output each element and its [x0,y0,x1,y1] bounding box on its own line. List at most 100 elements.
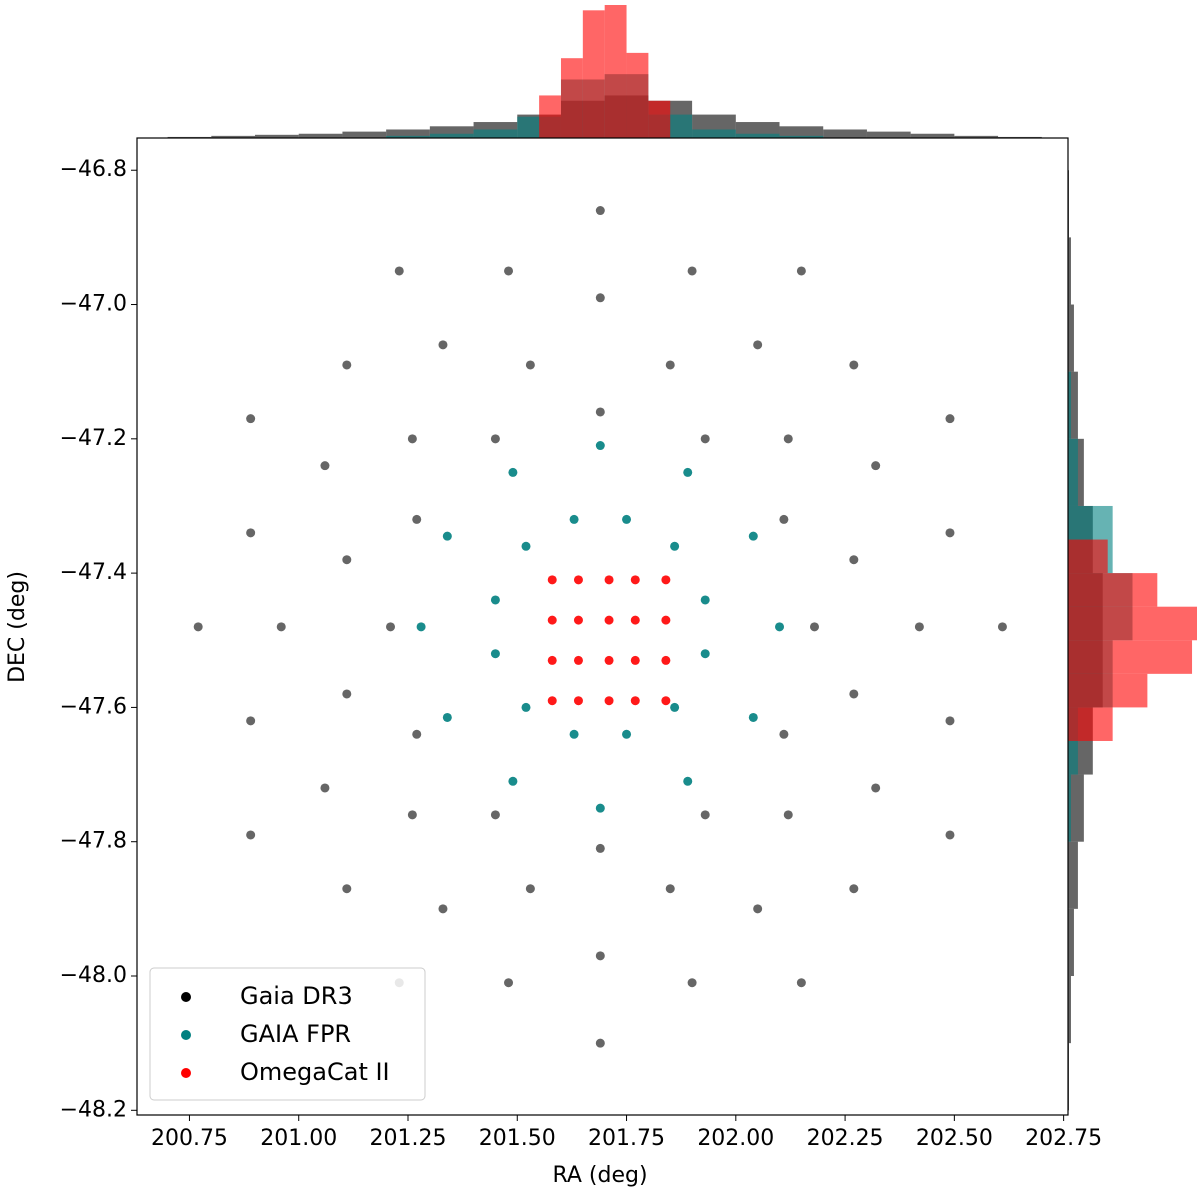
right-histogram-bar [1068,304,1074,372]
top-histogram-bar [692,129,736,138]
y-tick-label: −46.8 [60,157,127,182]
data-point [779,729,789,739]
data-point [490,595,500,605]
right-histogram-bar [1068,237,1071,305]
data-point [630,575,640,585]
data-point [525,360,535,370]
y-tick-label: −47.4 [60,560,127,585]
top-histogram-bar [910,133,955,138]
right-histogram-bar [1068,539,1108,574]
data-point [246,716,256,726]
data-point [661,655,671,665]
right-histogram-bar [1068,774,1071,842]
x-tick-label: 200.75 [151,1126,228,1151]
x-tick-label: 201.50 [479,1126,556,1151]
x-tick-label: 201.25 [370,1126,447,1151]
data-point [670,702,680,712]
x-tick-label: 201.00 [260,1126,337,1151]
data-point [320,783,330,793]
data-point [700,649,710,659]
right-histogram-bar [1068,640,1193,674]
data-point [569,514,579,524]
data-point [753,340,763,350]
right-histogram-bar [1068,976,1071,1044]
data-point [407,810,417,820]
data-point [246,528,256,538]
data-point [748,531,758,541]
data-point [661,615,671,625]
y-axis-label: DEC (deg) [5,571,30,683]
x-tick-label: 202.25 [807,1126,884,1151]
top-histogram-bar [298,133,343,138]
data-point [783,810,793,820]
top-histogram-bar [626,52,649,138]
right-histogram-bar [1068,707,1113,741]
legend-label: Gaia DR3 [240,982,353,1010]
data-point [661,575,671,585]
y-tick-label: −48.2 [60,1097,127,1122]
data-point [276,622,286,632]
data-point [849,360,859,370]
y-tick-label: −48.0 [60,963,127,988]
top-histogram-bar [473,129,518,138]
data-point [490,649,500,659]
top-histogram-bar [582,10,605,138]
top-histogram-bar [342,131,387,138]
top-histogram-bar [429,133,474,138]
top-histogram-bar [823,129,867,138]
data-point [342,555,352,565]
data-point [687,266,697,276]
legend-box [149,967,426,1101]
top-histogram-bar [735,133,780,138]
top-histogram-bar [211,135,256,138]
data-point [604,615,614,625]
data-point [569,729,579,739]
legend-label: GAIA FPR [240,1020,351,1048]
top-histogram-bar [779,135,824,138]
top-histogram-bar [386,135,430,138]
data-point [595,407,605,417]
data-point [320,461,330,471]
data-point [630,696,640,706]
data-point [622,514,632,524]
data-point [595,951,605,961]
data-point [687,978,697,988]
data-point [775,622,785,632]
x-tick-label: 202.75 [1025,1126,1102,1151]
data-point [573,615,583,625]
data-point [796,978,806,988]
data-point [595,1038,605,1048]
data-point [521,541,531,551]
data-point [407,434,417,444]
right-histogram-bar [1068,438,1078,506]
data-point [521,702,531,712]
data-point [595,803,605,813]
data-point [342,689,352,699]
data-point [595,843,605,853]
data-point [438,340,448,350]
top-histogram-bar [648,100,671,138]
data-point [595,441,605,451]
data-point [438,904,448,914]
data-point [809,622,819,632]
data-point [442,712,452,722]
right-histogram-bar [1068,371,1071,439]
top-histogram-bar [604,5,627,138]
data-point [753,904,763,914]
legend-marker [181,1068,191,1078]
data-point [783,434,793,444]
data-point [630,655,640,665]
right-histogram-bar [1068,371,1078,439]
x-axis-label: RA (deg) [552,1163,647,1188]
data-point [595,293,605,303]
data-point [442,531,452,541]
y-tick-label: −47.6 [60,694,127,719]
data-point [849,555,859,565]
x-tick-label: 202.50 [916,1126,993,1151]
data-point [914,622,924,632]
y-tick-label: −47.8 [60,829,127,854]
data-point [504,978,514,988]
data-point [871,783,881,793]
data-point [945,716,955,726]
data-point [525,884,535,894]
